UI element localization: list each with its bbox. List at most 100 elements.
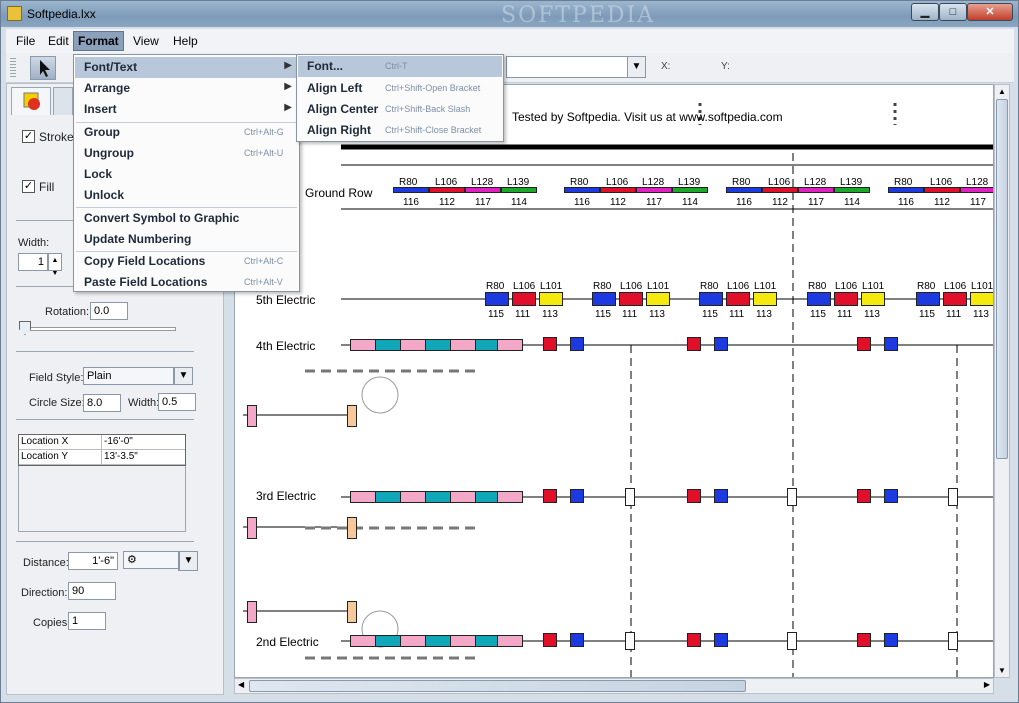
horizontal-scrollbar[interactable]: ◀ ▶ bbox=[234, 678, 994, 694]
close-button[interactable]: ✕ bbox=[967, 3, 1013, 21]
menu-item-insert[interactable]: Insert ▶ bbox=[75, 99, 298, 120]
small-fixture[interactable] bbox=[543, 633, 557, 647]
pig-fixture[interactable] bbox=[497, 339, 523, 351]
rotation-slider-thumb[interactable] bbox=[19, 321, 31, 335]
pig-fixture[interactable] bbox=[400, 339, 426, 351]
menu-item-convert-symbol[interactable]: Convert Symbol to Graphic bbox=[75, 208, 298, 229]
electric-fixture[interactable] bbox=[807, 292, 831, 306]
small-fixture[interactable] bbox=[687, 489, 701, 503]
menu-help[interactable]: Help bbox=[173, 34, 198, 48]
electric-fixture[interactable] bbox=[916, 292, 940, 306]
pig-fixture[interactable] bbox=[350, 635, 376, 647]
small-fixture[interactable] bbox=[570, 489, 584, 503]
pig-fixture[interactable] bbox=[497, 635, 523, 647]
ground-fixture[interactable] bbox=[600, 187, 636, 193]
ground-fixture[interactable] bbox=[960, 187, 993, 193]
boom-fixture[interactable] bbox=[347, 405, 357, 427]
ground-fixture[interactable] bbox=[834, 187, 870, 193]
menu-item-lock[interactable]: Lock bbox=[75, 164, 298, 185]
ground-fixture[interactable] bbox=[924, 187, 960, 193]
pig-fixture[interactable] bbox=[425, 491, 451, 503]
boom-fixture[interactable] bbox=[247, 405, 257, 427]
scroll-up-icon[interactable]: ▲ bbox=[998, 87, 1006, 96]
electric-fixture[interactable] bbox=[943, 292, 967, 306]
pig-fixture[interactable] bbox=[375, 339, 401, 351]
menu-item-ungroup[interactable]: Ungroup Ctrl+Alt-U bbox=[75, 143, 298, 164]
pig-fixture[interactable] bbox=[375, 635, 401, 647]
ground-fixture[interactable] bbox=[393, 187, 429, 193]
field-style-select[interactable]: Plain bbox=[83, 367, 193, 385]
electric-fixture[interactable] bbox=[485, 292, 509, 306]
table-row[interactable]: Location Y 13'-3.5" bbox=[19, 450, 185, 465]
distance-input[interactable]: 1'-6" bbox=[68, 552, 118, 570]
outline-fixture[interactable] bbox=[948, 632, 958, 650]
vertical-scrollbar[interactable]: ▲ ▼ bbox=[994, 84, 1010, 678]
menu-item-unlock[interactable]: Unlock bbox=[75, 185, 298, 206]
electric-fixture[interactable] bbox=[726, 292, 750, 306]
horizontal-scroll-thumb[interactable] bbox=[249, 680, 746, 692]
fill-checkbox[interactable]: ✓ bbox=[22, 180, 35, 193]
boom-fixture[interactable] bbox=[347, 517, 357, 539]
small-fixture[interactable] bbox=[714, 633, 728, 647]
ground-fixture[interactable] bbox=[762, 187, 798, 193]
vertical-scroll-thumb[interactable] bbox=[996, 99, 1008, 459]
pig-fixture[interactable] bbox=[425, 635, 451, 647]
electric-fixture[interactable] bbox=[861, 292, 885, 306]
boom-fixture[interactable] bbox=[347, 601, 357, 623]
menu-file[interactable]: File bbox=[16, 34, 36, 48]
electric-fixture[interactable] bbox=[699, 292, 723, 306]
menu-item-group[interactable]: Group Ctrl+Alt-G bbox=[75, 122, 298, 143]
electric-fixture[interactable] bbox=[970, 292, 993, 306]
outline-fixture[interactable] bbox=[625, 488, 635, 506]
small-fixture[interactable] bbox=[857, 337, 871, 351]
menu-view[interactable]: View bbox=[133, 34, 159, 48]
toolbar-combo[interactable]: ▼ bbox=[506, 56, 646, 78]
outline-fixture[interactable] bbox=[948, 488, 958, 506]
ground-fixture[interactable] bbox=[501, 187, 537, 193]
pig-fixture[interactable] bbox=[450, 635, 476, 647]
distance-dropdown[interactable]: ▼ bbox=[178, 551, 198, 571]
toolbar-grip[interactable] bbox=[10, 58, 16, 78]
small-fixture[interactable] bbox=[543, 489, 557, 503]
electric-fixture[interactable] bbox=[753, 292, 777, 306]
outline-fixture[interactable] bbox=[787, 488, 797, 506]
small-fixture[interactable] bbox=[570, 337, 584, 351]
pig-fixture[interactable] bbox=[350, 491, 376, 503]
scroll-right-icon[interactable]: ▶ bbox=[983, 680, 990, 689]
location-y-value[interactable]: 13'-3.5" bbox=[104, 451, 138, 462]
small-fixture[interactable] bbox=[570, 633, 584, 647]
ground-fixture[interactable] bbox=[672, 187, 708, 193]
tab-shapes[interactable] bbox=[11, 87, 51, 115]
menu-item-update-numbering[interactable]: Update Numbering bbox=[75, 229, 298, 250]
scroll-left-icon[interactable]: ◀ bbox=[238, 680, 245, 689]
maximize-button[interactable]: □ bbox=[939, 3, 967, 21]
ground-fixture[interactable] bbox=[726, 187, 762, 193]
rotation-input[interactable]: 0.0 bbox=[90, 302, 128, 320]
small-fixture[interactable] bbox=[687, 633, 701, 647]
ground-fixture[interactable] bbox=[636, 187, 672, 193]
boom-fixture[interactable] bbox=[247, 601, 257, 623]
electric-fixture[interactable] bbox=[539, 292, 563, 306]
ground-fixture[interactable] bbox=[564, 187, 600, 193]
electric-fixture[interactable] bbox=[619, 292, 643, 306]
small-fixture[interactable] bbox=[687, 337, 701, 351]
ground-fixture[interactable] bbox=[465, 187, 501, 193]
menu-format[interactable]: Format bbox=[73, 31, 124, 51]
small-fixture[interactable] bbox=[857, 489, 871, 503]
ground-fixture[interactable] bbox=[429, 187, 465, 193]
circle-size-input[interactable]: 8.0 bbox=[83, 394, 121, 412]
pig-fixture[interactable] bbox=[350, 339, 376, 351]
pig-fixture[interactable] bbox=[425, 339, 451, 351]
pig-fixture[interactable] bbox=[450, 491, 476, 503]
small-fixture[interactable] bbox=[884, 337, 898, 351]
small-fixture[interactable] bbox=[884, 489, 898, 503]
electric-fixture[interactable] bbox=[834, 292, 858, 306]
menu-edit[interactable]: Edit bbox=[48, 34, 69, 48]
outline-fixture[interactable] bbox=[787, 632, 797, 650]
width-stepper[interactable]: 1 bbox=[18, 253, 48, 271]
table-row[interactable]: Location X -16'-0" bbox=[19, 435, 185, 450]
small-fixture[interactable] bbox=[857, 633, 871, 647]
width-stepper-arrows[interactable]: ▲ ▼ bbox=[48, 253, 62, 277]
field-style-dropdown[interactable]: ▼ bbox=[173, 367, 193, 385]
boom-fixture[interactable] bbox=[247, 517, 257, 539]
